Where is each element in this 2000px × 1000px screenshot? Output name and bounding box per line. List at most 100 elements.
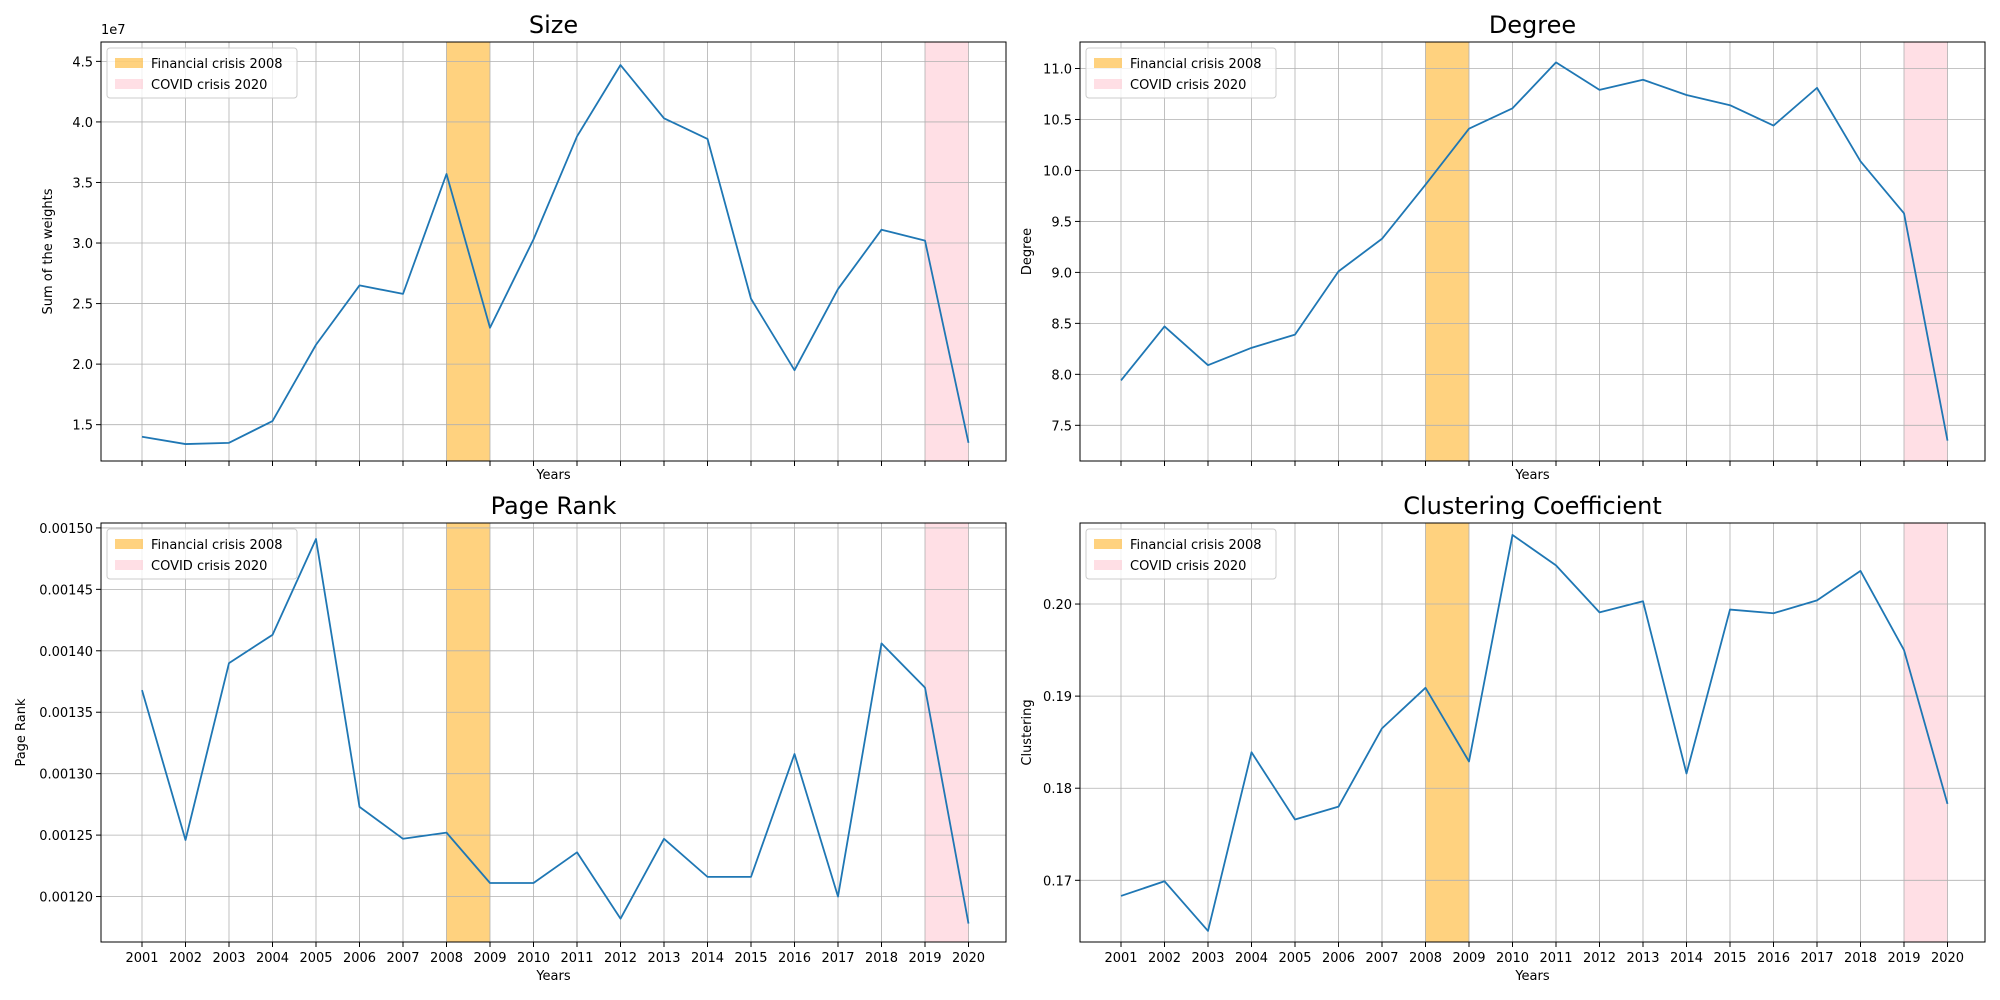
y-tick-label: 0.00140 (39, 645, 93, 660)
legend: Financial crisis 2008 COVID crisis 2020 (1085, 47, 1277, 99)
series-line (141, 64, 970, 445)
data-point (228, 442, 230, 444)
data-point (1163, 325, 1165, 327)
data-point (1859, 570, 1861, 572)
chart-panel-2: 7.5 8.0 8.5 9.0 9.5 10.0 10.5 11.0 Degree Years De… (1020, 11, 1986, 483)
legend-box (106, 47, 298, 99)
data-point (489, 327, 491, 329)
y-tick-label: 0.00130 (39, 768, 93, 783)
legend-label: COVID crisis 2020 (151, 559, 267, 574)
x-tick-label: 2009 (473, 951, 506, 966)
data-point (1424, 184, 1426, 186)
data-point (1685, 772, 1687, 774)
data-point (141, 436, 143, 438)
plot-frame (1079, 41, 1986, 462)
y-axis-label: Degree (1020, 228, 1035, 275)
y-axis-label: Page Rank (14, 698, 29, 767)
y-axis-label: Sum of the weights (41, 188, 56, 314)
legend-label: Financial crisis 2008 (1130, 538, 1262, 553)
chart-title: Clustering Coefficient (1403, 492, 1662, 520)
plot-frame (100, 41, 1007, 462)
covid-crisis-span (925, 42, 969, 461)
data-point (1337, 805, 1339, 807)
data-point (1120, 895, 1122, 897)
legend-box (1085, 528, 1277, 580)
x-tick-label: 2011 (560, 951, 593, 966)
data-point (1511, 534, 1513, 536)
data-point (837, 288, 839, 290)
data-point (1685, 94, 1687, 96)
x-tick-label: 2005 (1278, 951, 1311, 966)
x-tick-label: 2010 (517, 951, 550, 966)
data-point (1729, 104, 1731, 106)
series-line (141, 538, 970, 924)
data-point (967, 442, 969, 444)
data-point (1294, 333, 1296, 335)
legend-label: COVID crisis 2020 (151, 78, 267, 93)
financial-crisis-legend-swatch (115, 58, 143, 68)
covid-crisis-legend-swatch (115, 79, 143, 89)
x-tick-label: 2017 (1800, 951, 1833, 966)
y-tick-label: 3.5 (72, 176, 93, 191)
legend-box (106, 528, 298, 580)
data-point (315, 538, 317, 540)
plot-frame (100, 522, 1007, 943)
legend-label: COVID crisis 2020 (1130, 78, 1246, 93)
chart-panel-4: 2001 2002 2003 2004 2005 2006 2007 2008 2009 2010… (1020, 492, 1986, 984)
x-tick-label: 2010 (1496, 951, 1529, 966)
data-point (184, 443, 186, 445)
data-point (1903, 212, 1905, 214)
financial-crisis-legend-swatch (1094, 58, 1122, 68)
financial-crisis-span (1425, 523, 1469, 942)
y-tick-label: 0.00125 (39, 829, 93, 844)
y-tick-label: 0.00135 (39, 706, 93, 721)
data-point (1642, 600, 1644, 602)
y-tick-label: 2.0 (72, 358, 93, 373)
legend: Financial crisis 2008 COVID crisis 2020 (106, 47, 298, 99)
data-point (837, 895, 839, 897)
data-point (1468, 760, 1470, 762)
data-point (793, 369, 795, 371)
data-point (1468, 127, 1470, 129)
legend-label: Financial crisis 2008 (151, 538, 283, 553)
data-point (1816, 87, 1818, 89)
covid-crisis-legend-swatch (1094, 560, 1122, 570)
y-tick-label: 0.00145 (39, 583, 93, 598)
data-point (1424, 687, 1426, 689)
y-tick-label: 10.0 (1043, 164, 1072, 179)
x-tick-label: 2002 (169, 951, 202, 966)
data-point (1381, 727, 1383, 729)
x-tick-label: 2019 (908, 951, 941, 966)
x-tick-label: 2003 (1191, 951, 1224, 966)
x-tick-label: 2014 (1670, 951, 1703, 966)
x-tick-label: 2006 (1322, 951, 1355, 966)
x-tick-label: 2016 (1757, 951, 1790, 966)
data-point (1772, 124, 1774, 126)
data-point (1337, 270, 1339, 272)
data-point (1946, 803, 1948, 805)
x-tick-label: 2007 (386, 951, 419, 966)
y-tick-label: 8.5 (1051, 317, 1072, 332)
data-point (271, 634, 273, 636)
x-tick-label: 2016 (778, 951, 811, 966)
data-point (1598, 611, 1600, 613)
covid-crisis-span (925, 523, 969, 942)
data-point (1642, 79, 1644, 81)
x-tick-label: 2011 (1539, 951, 1572, 966)
y-tick-label: 2.5 (72, 298, 93, 313)
data-point (1555, 61, 1557, 63)
y-tick-label: 7.5 (1051, 419, 1072, 434)
x-tick-label: 2003 (212, 951, 245, 966)
y-tick-label: 4.0 (72, 116, 93, 131)
data-point (706, 138, 708, 140)
y-tick-label: 8.0 (1051, 368, 1072, 383)
data-point (576, 135, 578, 137)
x-tick-label: 2008 (1409, 951, 1442, 966)
legend: Financial crisis 2008 COVID crisis 2020 (1085, 528, 1277, 580)
x-tick-label: 2013 (647, 951, 680, 966)
y-tick-label: 9.5 (1051, 215, 1072, 230)
data-point (489, 882, 491, 884)
x-axis-label: Years (535, 969, 571, 984)
series-line (1120, 534, 1949, 932)
x-tick-label: 2015 (1713, 951, 1746, 966)
